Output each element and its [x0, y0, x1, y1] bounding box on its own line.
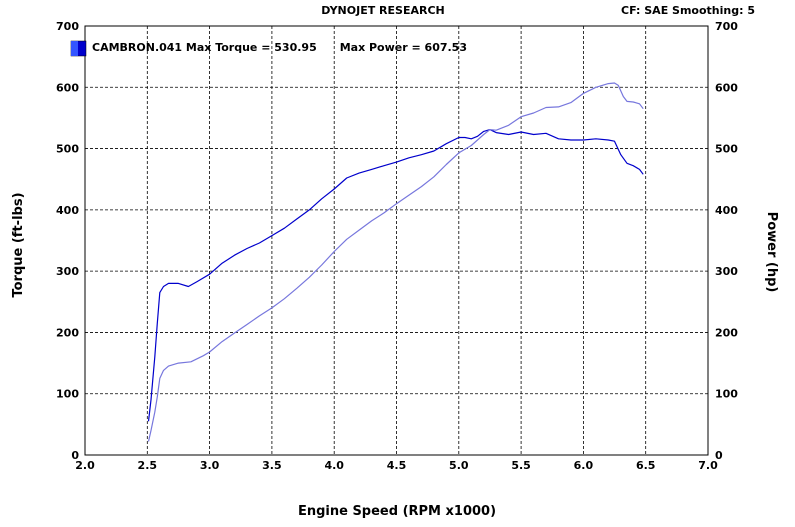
x-tick-label-1: 2.5 [138, 459, 158, 472]
y-axis-label-right: Power (hp) [764, 212, 779, 293]
y-tick-right-5: 500 [715, 143, 738, 156]
grid-lines [85, 26, 708, 455]
y-tick-left-2: 200 [56, 326, 79, 339]
y-tick-left-7: 700 [56, 20, 79, 33]
x-tick-label-3: 3.5 [262, 459, 282, 472]
series-line-torque [147, 129, 644, 422]
x-tick-label-4: 4.0 [324, 459, 344, 472]
y-tick-left-1: 100 [56, 388, 79, 401]
y-tick-right-4: 400 [715, 204, 738, 217]
y-tick-right-7: 700 [715, 20, 738, 33]
y-tick-right-2: 200 [715, 326, 738, 339]
x-axis-label: Engine Speed (RPM x1000) [298, 504, 496, 519]
series-lines [147, 82, 644, 442]
header-center: DYNOJET RESEARCH [321, 4, 444, 17]
y-axis-label-left: Torque (ft-lbs) [11, 192, 26, 297]
legend-text: CAMBRON.041 Max Torque = 530.95 Max Powe… [92, 41, 467, 54]
x-tick-label-6: 5.0 [449, 459, 469, 472]
x-tick-label-0: 2.0 [75, 459, 95, 472]
y-tick-right-0: 0 [715, 449, 723, 462]
x-tick-labels: 2.0 2.5 3.0 3.5 4.0 4.5 5.0 5.5 6.0 6.5 7.0 [75, 459, 718, 472]
series-line-power [147, 82, 644, 442]
x-tick-label-2: 3.0 [200, 459, 220, 472]
header-right: CF: SAE Smoothing: 5 [621, 4, 755, 17]
x-tick-label-5: 4.5 [387, 459, 407, 472]
plot-frame [84, 25, 709, 456]
y-tick-right-1: 100 [715, 388, 738, 401]
y-tick-labels-left: 0 100 200 300 400 500 600 700 [56, 20, 79, 462]
x-tick-label-9: 6.5 [636, 459, 656, 472]
y-tick-left-0: 0 [71, 449, 79, 462]
x-tick-label-10: 7.0 [698, 459, 718, 472]
legend: CAMBRON.041 Max Torque = 530.95 Max Powe… [70, 40, 467, 57]
y-tick-left-4: 400 [56, 204, 79, 217]
x-tick-label-7: 5.5 [511, 459, 531, 472]
y-tick-left-6: 600 [56, 81, 79, 94]
legend-swatch-highlight [71, 41, 78, 56]
y-tick-left-5: 500 [56, 143, 79, 156]
x-tick-label-8: 6.0 [574, 459, 594, 472]
y-tick-labels-right: 0 100 200 300 400 500 600 700 [715, 20, 738, 462]
y-tick-right-3: 300 [715, 265, 738, 278]
y-tick-right-6: 600 [715, 81, 738, 94]
y-tick-left-3: 300 [56, 265, 79, 278]
